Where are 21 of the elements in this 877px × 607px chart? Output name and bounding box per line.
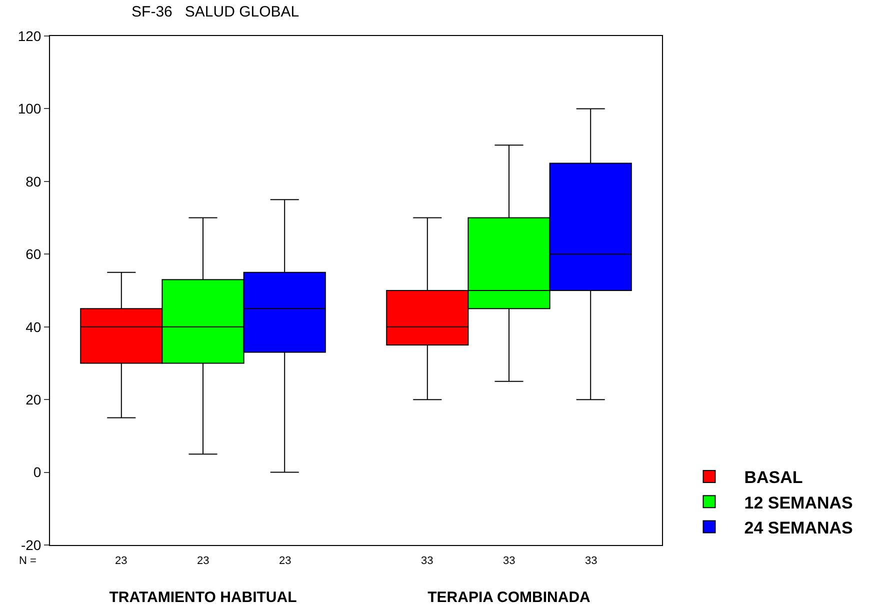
y-tick-label: 100 bbox=[18, 100, 42, 117]
y-tick-label: 60 bbox=[26, 246, 42, 262]
legend-label: BASAL bbox=[744, 468, 803, 488]
legend-label: 12 SEMANAS bbox=[744, 493, 853, 512]
text: N = bbox=[19, 555, 36, 567]
text: 33 bbox=[585, 555, 598, 567]
y-tick-label: 120 bbox=[18, 28, 42, 44]
y-tick-label: 80 bbox=[26, 173, 42, 190]
text: 23 bbox=[197, 555, 210, 567]
y-tick-label: 0 bbox=[33, 464, 42, 480]
y-tick-label: 20 bbox=[26, 391, 42, 408]
x-tick-label: TERAPIA COMBINADA bbox=[428, 589, 591, 606]
y-tick-label: -20 bbox=[20, 536, 42, 553]
legend-label: 24 SEMANAS bbox=[744, 518, 853, 538]
x-tick-label: TRATAMIENTO HABITUAL bbox=[109, 589, 297, 606]
text: 33 bbox=[421, 555, 434, 567]
text: 23 bbox=[115, 555, 128, 567]
y-tick-label: 40 bbox=[26, 318, 42, 335]
chart-title: SF-36 SALUD GLOBAL bbox=[132, 4, 300, 21]
text: 23 bbox=[279, 555, 292, 567]
text: 33 bbox=[503, 555, 516, 567]
